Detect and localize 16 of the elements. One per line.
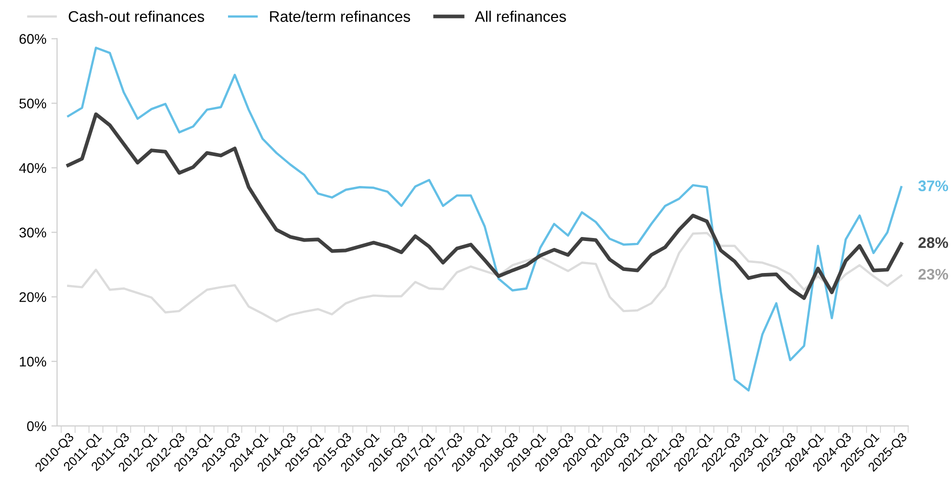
legend-label: Rate/term refinances — [270, 10, 410, 22]
y-tick-label: 60% — [20, 34, 46, 44]
annotation: 23% — [918, 268, 948, 280]
line-series — [66, 112, 904, 300]
line-series — [67, 232, 902, 322]
y-tick-label: 0% — [27, 421, 46, 432]
y-tick-label: 40% — [19, 163, 46, 173]
y-tick-label: 30% — [19, 228, 46, 238]
legend-label: All refinances — [474, 10, 566, 22]
y-tick-label: 20% — [20, 292, 46, 302]
line-series — [67, 46, 902, 392]
y-tick-label: 10% — [20, 356, 46, 367]
annotation: 28% — [918, 237, 948, 248]
annotation: 37% — [918, 180, 948, 192]
legend-label: Cash-out refinances — [68, 10, 204, 22]
y-tick-label: 50% — [19, 98, 46, 108]
